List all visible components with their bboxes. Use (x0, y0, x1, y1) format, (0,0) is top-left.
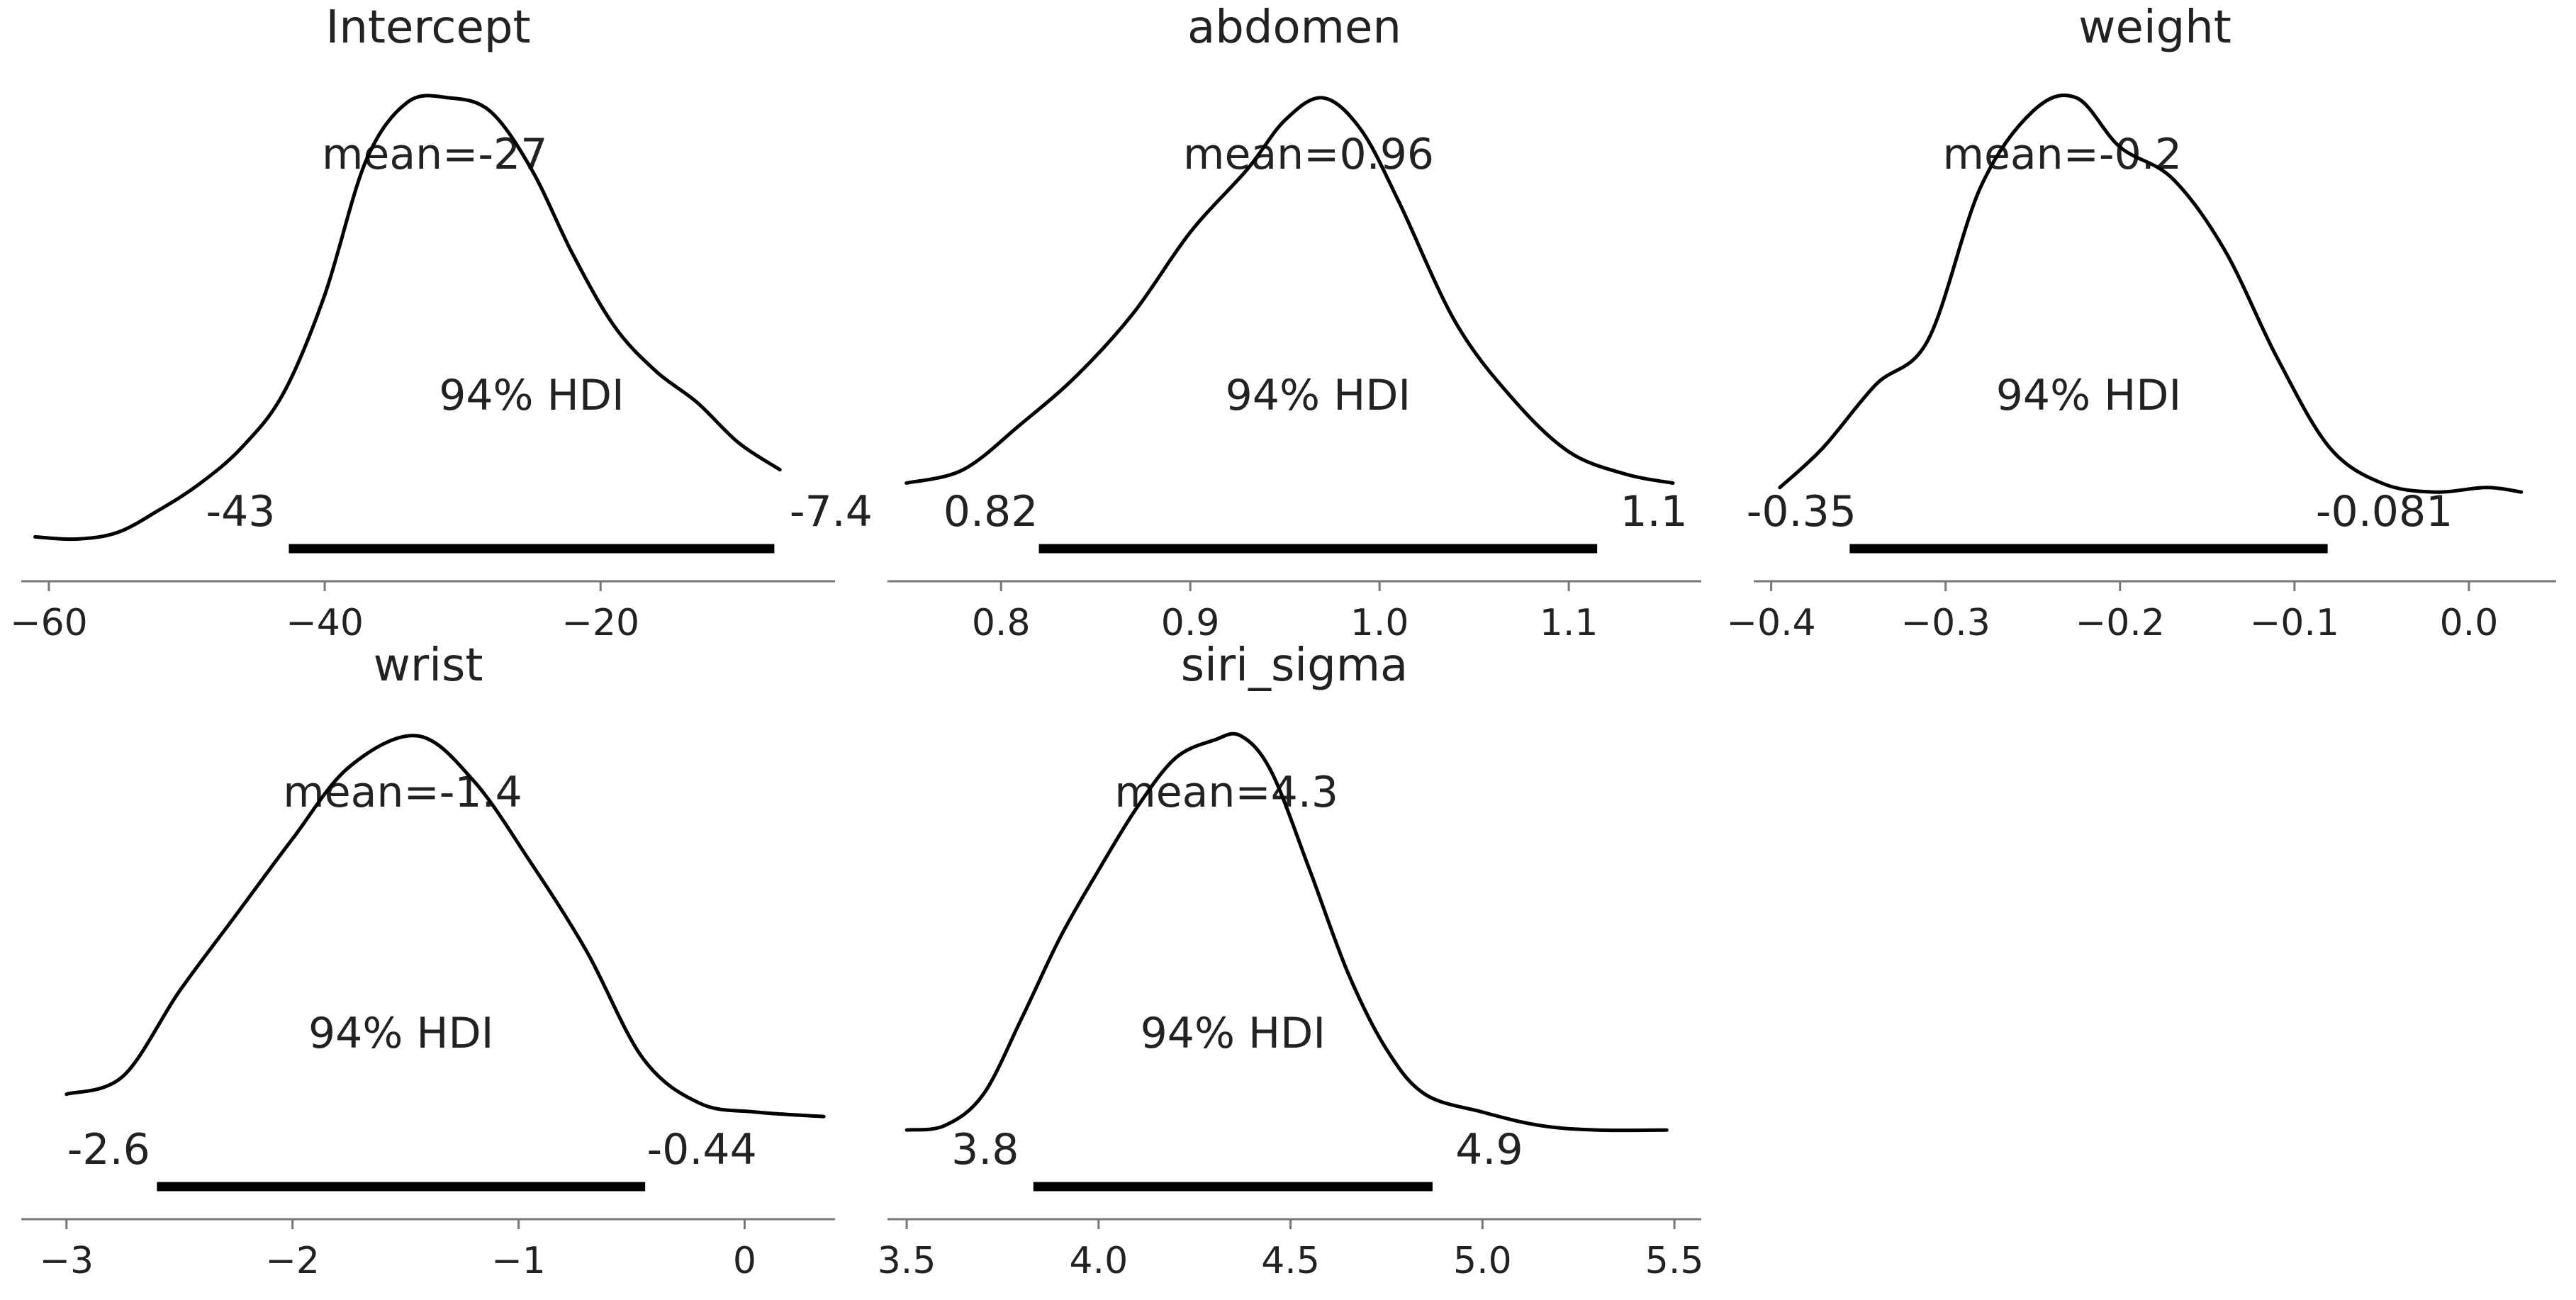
panel-wrist: wrist mean=-1.4 94% HDI -2.6 -0.44 −3 −2 −… (21, 639, 835, 1282)
panel-title-weight: weight (2078, 1, 2231, 54)
mean-label-abdomen: mean=0.96 (1183, 130, 1434, 179)
x-tick-label-siri-sigma: 5.0 (1453, 1240, 1512, 1282)
x-tick-label-wrist: −1 (491, 1240, 546, 1282)
mean-label-siri-sigma: mean=4.3 (1114, 768, 1338, 817)
mean-label-weight: mean=-0.2 (1943, 130, 2183, 179)
hdi-lower-label-siri-sigma: 3.8 (951, 1125, 1019, 1175)
x-tick-label-abdomen: 0.8 (972, 602, 1031, 644)
panel-siri-sigma: siri_sigma mean=4.3 94% HDI 3.8 4.9 3.5 4… (878, 639, 1704, 1282)
hdi-upper-label-weight: -0.081 (2316, 487, 2453, 537)
panel-intercept: Intercept mean=-27 94% HDI -43 -7.4 −60 −… (10, 1, 873, 644)
density-curve-intercept (33, 94, 782, 542)
x-tick-label-weight: −0.1 (2250, 602, 2339, 644)
x-tick-label-wrist: 0 (733, 1240, 756, 1282)
hdi-label-abdomen: 94% HDI (1226, 371, 1411, 420)
density-curve-weight (1778, 94, 2524, 494)
x-tick-label-abdomen: 1.0 (1350, 602, 1409, 644)
density-curve-wrist (65, 734, 826, 1119)
hdi-lower-label-wrist: -2.6 (67, 1125, 150, 1175)
panel-weight: weight mean=-0.2 94% HDI -0.35 -0.081 −0… (1726, 1, 2556, 644)
x-tick-label-weight: −0.2 (2076, 602, 2165, 644)
panel-title-wrist: wrist (374, 639, 483, 692)
x-tick-label-intercept: −60 (10, 602, 88, 644)
mean-label-wrist: mean=-1.4 (283, 768, 522, 817)
panel-abdomen: abdomen mean=0.96 94% HDI 0.82 1.1 0.8 0.… (887, 1, 1701, 644)
x-tick-label-siri-sigma: 4.5 (1261, 1240, 1320, 1282)
x-tick-label-siri-sigma: 4.0 (1069, 1240, 1128, 1282)
x-tick-label-weight: −0.4 (1726, 602, 1815, 644)
hdi-label-weight: 94% HDI (1996, 371, 2181, 420)
x-tick-label-siri-sigma: 3.5 (878, 1240, 936, 1282)
density-curve-siri-sigma (905, 732, 1669, 1133)
x-tick-label-weight: 0.0 (2440, 602, 2499, 644)
x-tick-label-abdomen: 1.1 (1540, 602, 1598, 644)
panel-title-intercept: Intercept (325, 1, 530, 54)
panel-title-abdomen: abdomen (1187, 1, 1401, 54)
hdi-lower-label-abdomen: 0.82 (943, 487, 1038, 537)
x-tick-label-intercept: −40 (286, 602, 364, 644)
hdi-upper-label-siri-sigma: 4.9 (1455, 1125, 1523, 1175)
hdi-label-intercept: 94% HDI (439, 371, 624, 420)
x-tick-label-wrist: −2 (265, 1240, 320, 1282)
hdi-label-siri-sigma: 94% HDI (1141, 1009, 1326, 1058)
x-tick-label-wrist: −3 (39, 1240, 94, 1282)
x-tick-label-weight: −0.3 (1901, 602, 1990, 644)
x-tick-label-intercept: −20 (561, 602, 639, 644)
x-tick-label-abdomen: 0.9 (1161, 602, 1220, 644)
density-curve-abdomen (905, 96, 1675, 485)
x-tick-label-siri-sigma: 5.5 (1645, 1240, 1704, 1282)
hdi-lower-label-intercept: -43 (206, 487, 275, 537)
hdi-lower-label-weight: -0.35 (1747, 487, 1857, 537)
hdi-label-wrist: 94% HDI (308, 1009, 493, 1058)
mean-label-intercept: mean=-27 (322, 130, 547, 179)
hdi-upper-label-intercept: -7.4 (790, 487, 873, 537)
hdi-upper-label-wrist: -0.44 (647, 1125, 757, 1175)
panel-title-siri-sigma: siri_sigma (1181, 639, 1409, 692)
hdi-upper-label-abdomen: 1.1 (1620, 487, 1687, 537)
